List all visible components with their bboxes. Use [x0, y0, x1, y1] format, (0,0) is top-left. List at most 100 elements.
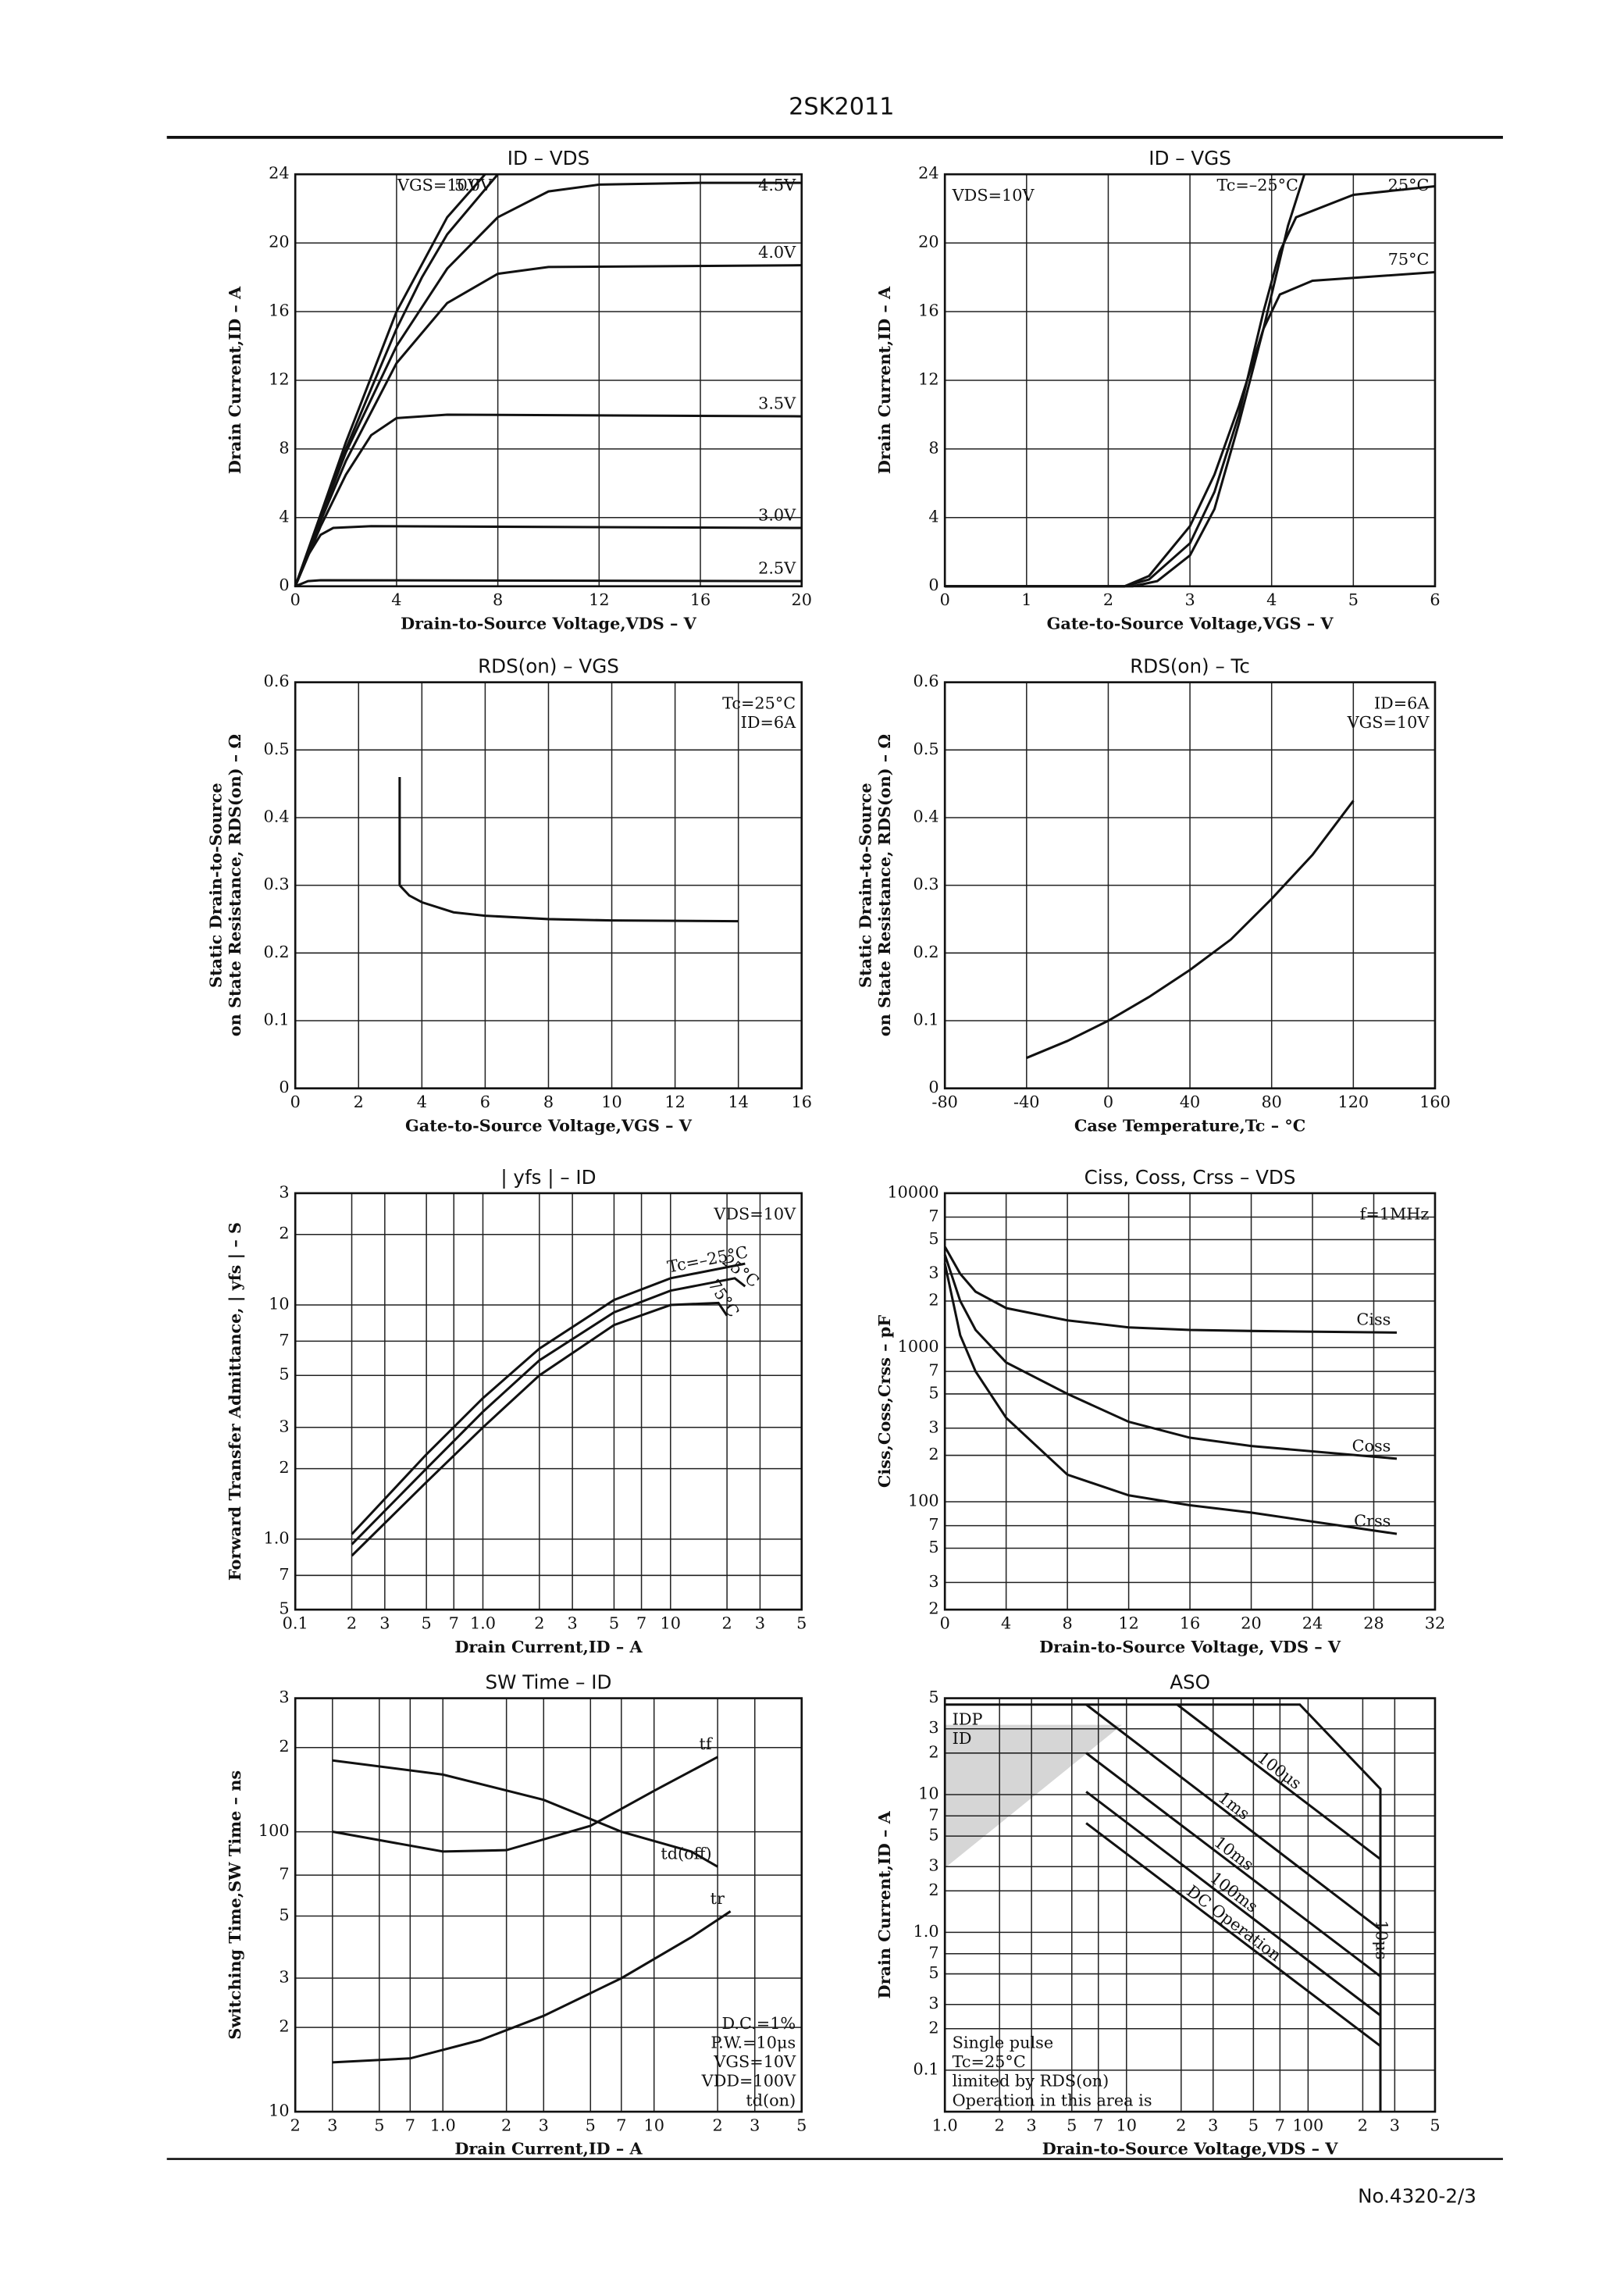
x-axis-label: Gate-to-Source Voltage,VGS – V [1047, 613, 1334, 633]
x-tick-label: 3 [568, 1614, 578, 1633]
chart-title: Ciss, Coss, Crss – VDS [1084, 1166, 1296, 1189]
x-tick-label: 2 [290, 2116, 301, 2134]
y-tick-label: 5 [279, 1905, 289, 1924]
y-axis-label: Switching Time,SW Time – ns [225, 1770, 244, 2040]
y-tick-label: 5 [928, 1538, 938, 1556]
y-tick-label: 2 [928, 1881, 938, 1899]
annotation: Operation in this area is [953, 2091, 1152, 2109]
annotation: VGS=10V [713, 2052, 796, 2071]
x-tick-label: 0 [290, 590, 301, 609]
x-tick-label: 3 [1184, 590, 1195, 609]
x-tick-label: 4 [1266, 590, 1277, 609]
y-tick-label: 20 [918, 233, 938, 251]
x-tick-label: 4 [1001, 1614, 1011, 1633]
y-tick-label: 3 [928, 1994, 938, 2012]
y-tick-label: 100 [908, 1492, 939, 1510]
annotation: ID=6A [1374, 694, 1430, 713]
y-tick-label: 7 [928, 1361, 938, 1380]
curve [1176, 1703, 1381, 1860]
y-tick-label: 10 [269, 1294, 289, 1313]
x-tick-label: 10 [643, 2116, 664, 2134]
annotation: Single pulse [953, 2034, 1054, 2052]
series-label: tf [700, 1734, 713, 1753]
annotation: ID [953, 1729, 972, 1748]
x-tick-label: 7 [636, 1614, 646, 1633]
x-tick-label: 8 [1063, 1614, 1073, 1633]
curve [1085, 1822, 1381, 2048]
x-tick-label: 120 [1337, 1093, 1369, 1111]
x-tick-label: 5 [609, 1614, 619, 1633]
y-axis-label: Static Drain-to-Source [205, 783, 225, 988]
y-tick-label: 5 [928, 1963, 938, 1982]
series-label: td(off) [661, 1845, 711, 1863]
curve [1026, 800, 1355, 1060]
curve [351, 1262, 746, 1535]
y-tick-label: 1.0 [914, 1922, 939, 1941]
y-tick-label: 7 [928, 1806, 938, 1824]
curve [332, 1759, 718, 1868]
y-tick-label: 4 [279, 507, 289, 526]
series-label: VGS=10V [397, 176, 480, 194]
y-tick-label: 2 [279, 1458, 289, 1477]
x-axis-label: Case Temperature,Tc – °C [1074, 1115, 1305, 1135]
y-tick-label: 2 [279, 2017, 289, 2036]
y-tick-label: 5 [928, 1826, 938, 1845]
x-tick-label: 2 [501, 2116, 511, 2134]
annotation: f=1MHz [1360, 1205, 1430, 1224]
curve [943, 1246, 1398, 1334]
x-tick-label: 0 [1103, 1093, 1113, 1111]
x-tick-label: 40 [1180, 1093, 1200, 1111]
y-tick-label: 0.1 [914, 2059, 939, 2078]
x-tick-label: 2 [995, 2116, 1005, 2134]
x-tick-label: 16 [1180, 1614, 1200, 1633]
series-label: Crss [1354, 1511, 1391, 1530]
x-tick-label: 3 [1027, 2116, 1037, 2134]
y-tick-label: 0 [928, 576, 938, 594]
series-label: 3.5V [758, 394, 796, 412]
y-tick-label: 3 [279, 1182, 289, 1201]
chart-title: | yfs | – ID [500, 1166, 596, 1189]
x-tick-label: 2 [1358, 2116, 1368, 2134]
x-tick-label: 8 [493, 590, 503, 609]
x-tick-label: 80 [1261, 1093, 1281, 1111]
series-label: 4.0V [758, 243, 796, 262]
chart-title: RDS(on) – Tc [1130, 655, 1250, 678]
x-tick-label: 100 [1293, 2116, 1324, 2134]
x-tick-label: -80 [931, 1093, 958, 1111]
y-tick-label: 2 [928, 2018, 938, 2037]
y-tick-label: 4 [928, 507, 938, 526]
curve [1085, 1703, 1381, 1930]
curve [943, 1263, 1398, 1535]
x-tick-label: 1.0 [470, 1614, 496, 1633]
x-tick-label: 14 [728, 1093, 748, 1111]
y-tick-label: 3 [279, 1417, 289, 1435]
x-tick-label: 7 [1275, 2116, 1285, 2134]
y-tick-label: 1000 [898, 1337, 939, 1356]
plot-frame [943, 1192, 1437, 1611]
y-tick-label: 8 [928, 438, 938, 457]
series-label: 10μs [1372, 1920, 1391, 1960]
y-tick-label: 0.3 [264, 875, 290, 893]
x-tick-label: 5 [1430, 2116, 1440, 2134]
x-tick-label: 10 [1116, 2116, 1137, 2134]
annotation: VDD=100V [701, 2072, 796, 2091]
annotation: IDP [953, 1709, 983, 1728]
x-tick-label: 2 [722, 1614, 732, 1633]
chart-title: ID – VDS [508, 147, 589, 169]
x-tick-label: 2 [347, 1614, 357, 1633]
y-tick-label: 2 [928, 1290, 938, 1309]
x-tick-label: 7 [449, 1614, 459, 1633]
x-tick-label: 1.0 [932, 2116, 958, 2134]
x-tick-label: 3 [755, 1614, 765, 1633]
y-tick-label: 0.3 [914, 875, 939, 893]
y-tick-label: 2 [279, 1224, 289, 1242]
x-tick-label: 3 [1390, 2116, 1400, 2134]
y-tick-label: 3 [928, 1718, 938, 1737]
curve [351, 1277, 746, 1545]
x-tick-label: 28 [1363, 1614, 1384, 1633]
y-tick-label: 0.6 [914, 672, 939, 690]
x-tick-label: 5 [796, 2116, 807, 2134]
y-tick-label: 7 [928, 1515, 938, 1534]
